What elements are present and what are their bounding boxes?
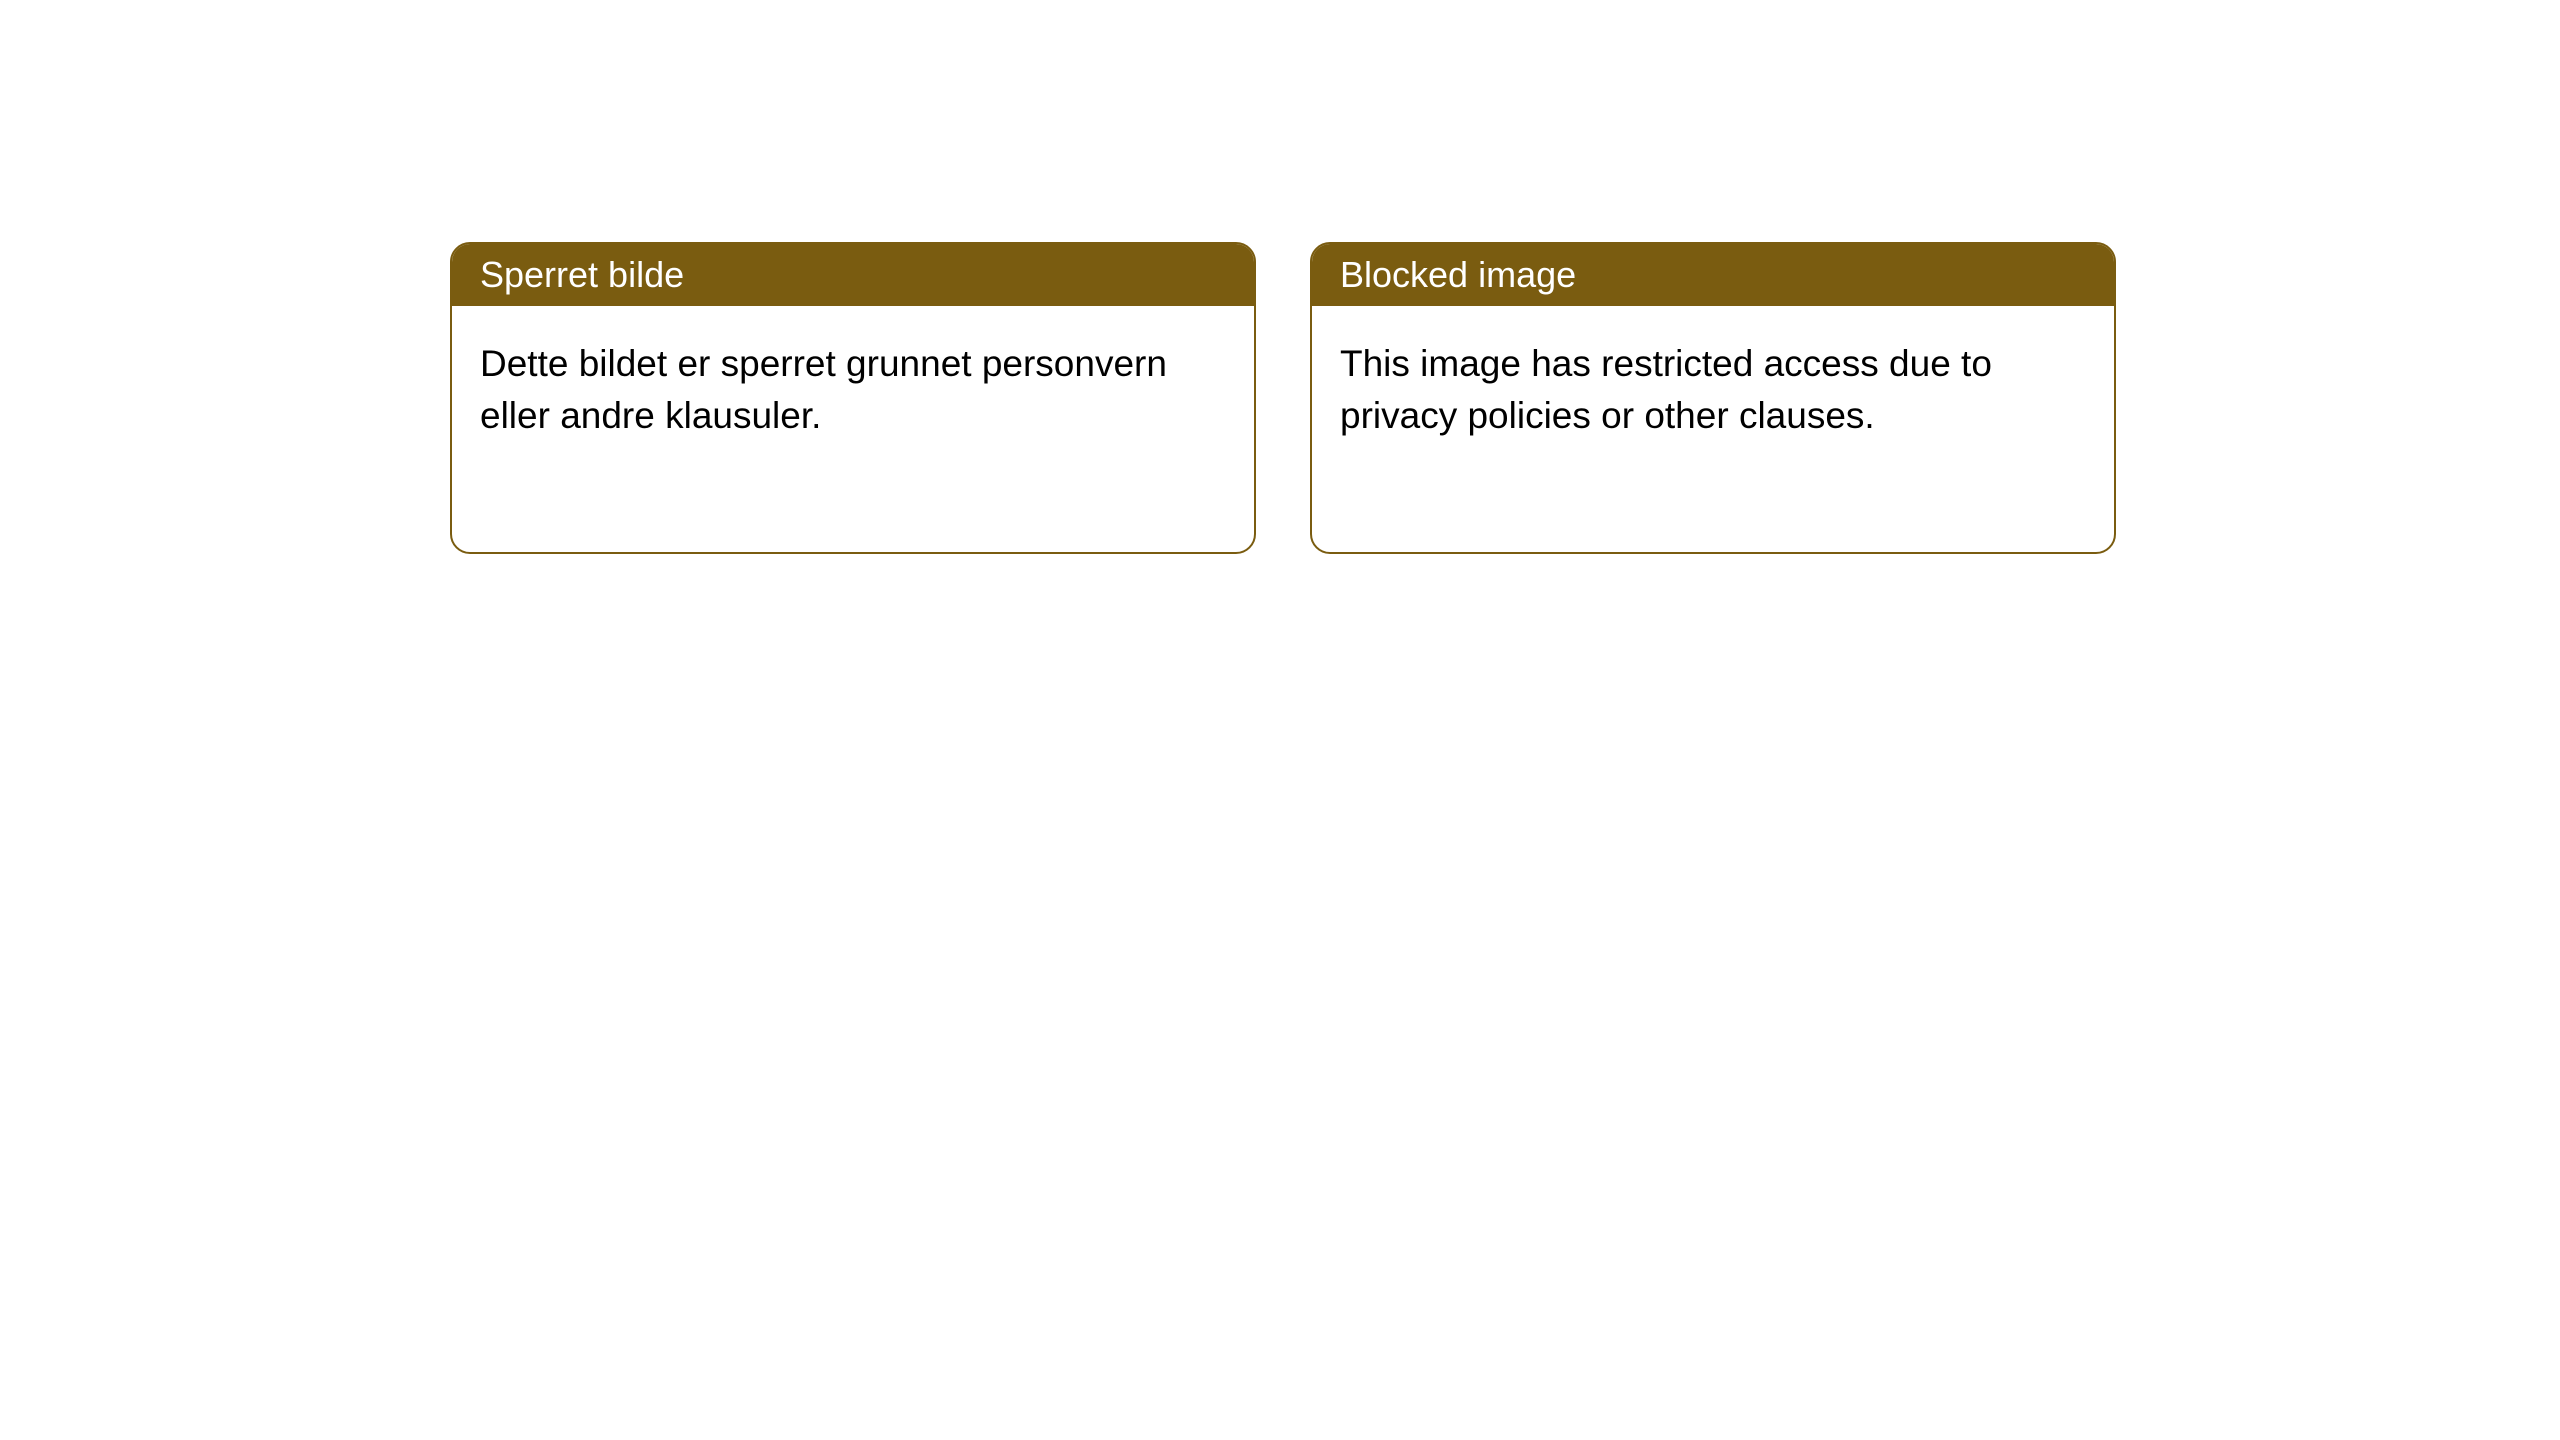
card-title-norwegian: Sperret bilde (480, 254, 684, 295)
blocked-image-card-norwegian: Sperret bilde Dette bildet er sperret gr… (450, 242, 1256, 554)
card-header-norwegian: Sperret bilde (452, 244, 1254, 306)
card-body-norwegian: Dette bildet er sperret grunnet personve… (452, 306, 1254, 552)
card-header-english: Blocked image (1312, 244, 2114, 306)
card-body-english: This image has restricted access due to … (1312, 306, 2114, 552)
card-title-english: Blocked image (1340, 254, 1576, 295)
blocked-image-card-english: Blocked image This image has restricted … (1310, 242, 2116, 554)
card-body-text-english: This image has restricted access due to … (1340, 343, 1992, 436)
card-body-text-norwegian: Dette bildet er sperret grunnet personve… (480, 343, 1167, 436)
notice-container: Sperret bilde Dette bildet er sperret gr… (0, 0, 2560, 554)
